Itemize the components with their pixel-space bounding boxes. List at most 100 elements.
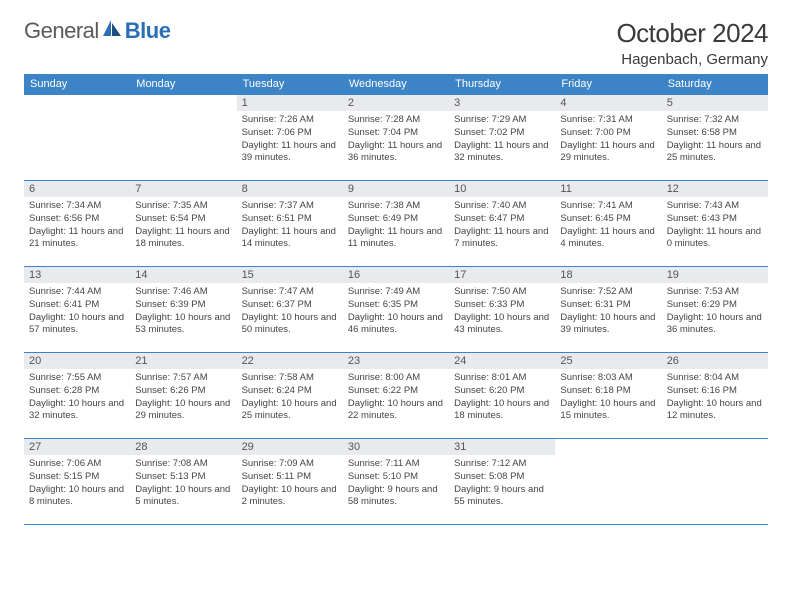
sunset-line: Sunset: 6:28 PM <box>29 385 125 398</box>
daylight-line: Daylight: 11 hours and 11 minutes. <box>348 226 444 252</box>
day-details: Sunrise: 7:31 AMSunset: 7:00 PMDaylight:… <box>555 111 661 169</box>
calendar-week-row: 13Sunrise: 7:44 AMSunset: 6:41 PMDayligh… <box>24 267 768 353</box>
calendar-week-row: 27Sunrise: 7:06 AMSunset: 5:15 PMDayligh… <box>24 439 768 525</box>
sunrise-line: Sunrise: 7:46 AM <box>135 286 231 299</box>
sunrise-line: Sunrise: 7:08 AM <box>135 458 231 471</box>
day-details: Sunrise: 7:26 AMSunset: 7:06 PMDaylight:… <box>237 111 343 169</box>
calendar-day-cell: 2Sunrise: 7:28 AMSunset: 7:04 PMDaylight… <box>343 95 449 181</box>
day-number: 6 <box>24 181 130 197</box>
sunset-line: Sunset: 5:15 PM <box>29 471 125 484</box>
day-number: 21 <box>130 353 236 369</box>
sunrise-line: Sunrise: 8:03 AM <box>560 372 656 385</box>
day-number: 3 <box>449 95 555 111</box>
daylight-line: Daylight: 10 hours and 8 minutes. <box>29 484 125 510</box>
day-number: 31 <box>449 439 555 455</box>
location-label: Hagenbach, Germany <box>616 51 768 68</box>
sunset-line: Sunset: 7:04 PM <box>348 127 444 140</box>
sunrise-line: Sunrise: 7:31 AM <box>560 114 656 127</box>
calendar-day-cell: 31Sunrise: 7:12 AMSunset: 5:08 PMDayligh… <box>449 439 555 525</box>
day-details: Sunrise: 7:35 AMSunset: 6:54 PMDaylight:… <box>130 197 236 255</box>
day-details: Sunrise: 7:46 AMSunset: 6:39 PMDaylight:… <box>130 283 236 341</box>
sunset-line: Sunset: 6:20 PM <box>454 385 550 398</box>
title-block: October 2024 Hagenbach, Germany <box>616 18 768 68</box>
daylight-line: Daylight: 10 hours and 29 minutes. <box>135 398 231 424</box>
calendar-empty-cell <box>130 95 236 181</box>
day-details: Sunrise: 7:49 AMSunset: 6:35 PMDaylight:… <box>343 283 449 341</box>
calendar-day-cell: 12Sunrise: 7:43 AMSunset: 6:43 PMDayligh… <box>662 181 768 267</box>
calendar-day-cell: 1Sunrise: 7:26 AMSunset: 7:06 PMDaylight… <box>237 95 343 181</box>
day-details: Sunrise: 8:04 AMSunset: 6:16 PMDaylight:… <box>662 369 768 427</box>
daylight-line: Daylight: 11 hours and 0 minutes. <box>667 226 763 252</box>
day-details: Sunrise: 7:50 AMSunset: 6:33 PMDaylight:… <box>449 283 555 341</box>
calendar-day-cell: 17Sunrise: 7:50 AMSunset: 6:33 PMDayligh… <box>449 267 555 353</box>
daylight-line: Daylight: 11 hours and 29 minutes. <box>560 140 656 166</box>
sunset-line: Sunset: 5:13 PM <box>135 471 231 484</box>
daylight-line: Daylight: 10 hours and 5 minutes. <box>135 484 231 510</box>
sunset-line: Sunset: 5:11 PM <box>242 471 338 484</box>
sunset-line: Sunset: 6:49 PM <box>348 213 444 226</box>
day-number: 28 <box>130 439 236 455</box>
calendar-empty-cell <box>24 95 130 181</box>
sunrise-line: Sunrise: 7:44 AM <box>29 286 125 299</box>
daylight-line: Daylight: 11 hours and 21 minutes. <box>29 226 125 252</box>
calendar-week-row: 1Sunrise: 7:26 AMSunset: 7:06 PMDaylight… <box>24 95 768 181</box>
daylight-line: Daylight: 10 hours and 43 minutes. <box>454 312 550 338</box>
sunrise-line: Sunrise: 7:49 AM <box>348 286 444 299</box>
sunset-line: Sunset: 7:00 PM <box>560 127 656 140</box>
daylight-line: Daylight: 11 hours and 25 minutes. <box>667 140 763 166</box>
daylight-line: Daylight: 9 hours and 58 minutes. <box>348 484 444 510</box>
calendar-day-cell: 9Sunrise: 7:38 AMSunset: 6:49 PMDaylight… <box>343 181 449 267</box>
day-number: 30 <box>343 439 449 455</box>
day-details: Sunrise: 7:43 AMSunset: 6:43 PMDaylight:… <box>662 197 768 255</box>
day-number: 17 <box>449 267 555 283</box>
day-details: Sunrise: 7:55 AMSunset: 6:28 PMDaylight:… <box>24 369 130 427</box>
day-number: 29 <box>237 439 343 455</box>
calendar-day-cell: 20Sunrise: 7:55 AMSunset: 6:28 PMDayligh… <box>24 353 130 439</box>
calendar-day-cell: 26Sunrise: 8:04 AMSunset: 6:16 PMDayligh… <box>662 353 768 439</box>
daylight-line: Daylight: 10 hours and 39 minutes. <box>560 312 656 338</box>
calendar-day-cell: 21Sunrise: 7:57 AMSunset: 6:26 PMDayligh… <box>130 353 236 439</box>
sunset-line: Sunset: 6:35 PM <box>348 299 444 312</box>
day-number: 22 <box>237 353 343 369</box>
calendar-day-cell: 22Sunrise: 7:58 AMSunset: 6:24 PMDayligh… <box>237 353 343 439</box>
day-details: Sunrise: 7:44 AMSunset: 6:41 PMDaylight:… <box>24 283 130 341</box>
sunrise-line: Sunrise: 7:06 AM <box>29 458 125 471</box>
daylight-line: Daylight: 10 hours and 2 minutes. <box>242 484 338 510</box>
sunrise-line: Sunrise: 7:53 AM <box>667 286 763 299</box>
day-number: 10 <box>449 181 555 197</box>
day-number: 7 <box>130 181 236 197</box>
day-details: Sunrise: 8:01 AMSunset: 6:20 PMDaylight:… <box>449 369 555 427</box>
day-details: Sunrise: 7:29 AMSunset: 7:02 PMDaylight:… <box>449 111 555 169</box>
day-details: Sunrise: 7:12 AMSunset: 5:08 PMDaylight:… <box>449 455 555 513</box>
day-number: 19 <box>662 267 768 283</box>
sunset-line: Sunset: 6:39 PM <box>135 299 231 312</box>
day-number: 14 <box>130 267 236 283</box>
calendar-day-cell: 13Sunrise: 7:44 AMSunset: 6:41 PMDayligh… <box>24 267 130 353</box>
sunrise-line: Sunrise: 7:09 AM <box>242 458 338 471</box>
day-details: Sunrise: 7:41 AMSunset: 6:45 PMDaylight:… <box>555 197 661 255</box>
sunrise-line: Sunrise: 7:41 AM <box>560 200 656 213</box>
calendar-day-cell: 16Sunrise: 7:49 AMSunset: 6:35 PMDayligh… <box>343 267 449 353</box>
sunset-line: Sunset: 6:51 PM <box>242 213 338 226</box>
day-number: 9 <box>343 181 449 197</box>
daylight-line: Daylight: 11 hours and 14 minutes. <box>242 226 338 252</box>
sunrise-line: Sunrise: 7:50 AM <box>454 286 550 299</box>
sunrise-line: Sunrise: 7:26 AM <box>242 114 338 127</box>
sunset-line: Sunset: 6:43 PM <box>667 213 763 226</box>
daylight-line: Daylight: 11 hours and 4 minutes. <box>560 226 656 252</box>
day-details: Sunrise: 7:52 AMSunset: 6:31 PMDaylight:… <box>555 283 661 341</box>
sunset-line: Sunset: 6:29 PM <box>667 299 763 312</box>
day-details: Sunrise: 7:47 AMSunset: 6:37 PMDaylight:… <box>237 283 343 341</box>
calendar-week-row: 20Sunrise: 7:55 AMSunset: 6:28 PMDayligh… <box>24 353 768 439</box>
sunset-line: Sunset: 6:22 PM <box>348 385 444 398</box>
day-number: 8 <box>237 181 343 197</box>
sunrise-line: Sunrise: 7:47 AM <box>242 286 338 299</box>
calendar-day-cell: 15Sunrise: 7:47 AMSunset: 6:37 PMDayligh… <box>237 267 343 353</box>
day-details: Sunrise: 7:57 AMSunset: 6:26 PMDaylight:… <box>130 369 236 427</box>
sunrise-line: Sunrise: 7:43 AM <box>667 200 763 213</box>
sunrise-line: Sunrise: 7:35 AM <box>135 200 231 213</box>
page-header: General Blue October 2024 Hagenbach, Ger… <box>24 18 768 68</box>
day-number: 12 <box>662 181 768 197</box>
calendar-day-cell: 19Sunrise: 7:53 AMSunset: 6:29 PMDayligh… <box>662 267 768 353</box>
sunrise-line: Sunrise: 8:00 AM <box>348 372 444 385</box>
